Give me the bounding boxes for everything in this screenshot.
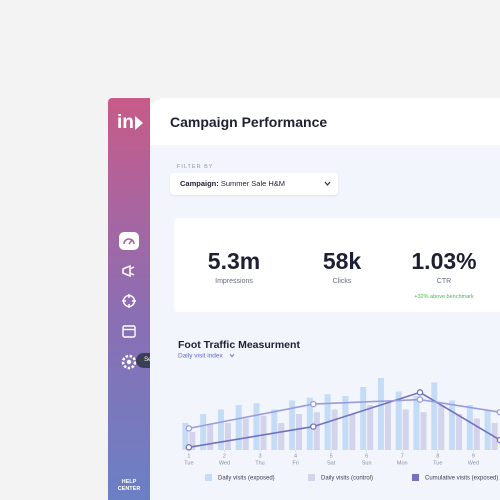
bar bbox=[182, 423, 189, 450]
x-tick-day: Sat bbox=[327, 460, 336, 466]
bar bbox=[253, 403, 260, 450]
campaign-dropdown[interactable]: Campaign: Summer Sale H&M bbox=[170, 173, 338, 195]
bar bbox=[466, 405, 473, 450]
bar bbox=[278, 423, 285, 450]
bar bbox=[420, 412, 427, 450]
stat-note: +32% above benchmark bbox=[414, 294, 474, 300]
stats-card: 5.3m Impressions 58k Clicks 1.03% CTR +32% abo… bbox=[174, 218, 500, 312]
bar bbox=[377, 378, 384, 450]
bar bbox=[413, 396, 420, 450]
line bbox=[188, 391, 500, 449]
x-tick-label: 6 bbox=[365, 453, 368, 459]
stat-label: Impressions bbox=[215, 278, 253, 285]
dashboard-icon[interactable] bbox=[119, 232, 139, 250]
bar bbox=[473, 418, 480, 450]
sidebar: in HELP CENTER bbox=[108, 98, 150, 500]
stat-label: Clicks bbox=[332, 278, 352, 285]
calendar-icon[interactable] bbox=[122, 324, 136, 338]
bar bbox=[431, 382, 438, 450]
filter-value: Summer Sale H&M bbox=[220, 179, 286, 188]
x-tick-label: 5 bbox=[330, 453, 333, 459]
x-tick-label: 8 bbox=[436, 453, 439, 459]
bar bbox=[395, 391, 402, 450]
bar bbox=[331, 409, 338, 450]
bar bbox=[200, 414, 207, 450]
bar bbox=[484, 409, 491, 450]
chart: Foot Traffic Measurment Daily visit inde… bbox=[178, 339, 500, 482]
campaign-icon[interactable] bbox=[121, 264, 137, 278]
chevron bbox=[324, 181, 331, 186]
filter-key: Campaign: bbox=[180, 179, 219, 188]
line-marker bbox=[416, 389, 424, 396]
line-marker bbox=[185, 444, 193, 451]
legend-swatch bbox=[412, 474, 419, 481]
page-title: Campaign Performance bbox=[170, 114, 328, 130]
x-tick-label: 2 bbox=[223, 453, 226, 459]
legend-label: Cumulative visits (exposed) bbox=[425, 476, 498, 482]
x-tick-label: 4 bbox=[294, 453, 297, 459]
bar bbox=[242, 418, 249, 450]
stat-value: 58k bbox=[322, 248, 362, 274]
filter-label: FILTER BY bbox=[177, 164, 214, 170]
bar bbox=[349, 414, 356, 450]
bar bbox=[189, 432, 196, 450]
x-tick-day: Wed bbox=[468, 460, 479, 466]
x-tick-day: Tue bbox=[184, 460, 193, 466]
line-marker bbox=[416, 396, 424, 403]
bar bbox=[306, 397, 313, 450]
bar bbox=[207, 424, 214, 450]
line bbox=[188, 398, 500, 430]
line-marker bbox=[185, 425, 193, 432]
bar bbox=[449, 400, 456, 450]
logo: in bbox=[117, 112, 134, 133]
x-tick-label: 9 bbox=[472, 453, 475, 459]
bar bbox=[296, 414, 303, 450]
x-tick-label: 7 bbox=[401, 453, 404, 459]
x-tick-day: Tue bbox=[433, 460, 442, 466]
bar bbox=[217, 409, 224, 450]
bar bbox=[260, 415, 267, 450]
x-tick-label: 3 bbox=[258, 453, 261, 459]
bar bbox=[342, 396, 349, 450]
legend-swatch bbox=[308, 474, 315, 481]
bar bbox=[360, 387, 367, 450]
x-tick-day: Mon bbox=[397, 460, 408, 466]
stat-label: CTR bbox=[436, 278, 452, 285]
bar bbox=[438, 405, 445, 450]
bar bbox=[313, 412, 320, 450]
bar bbox=[402, 409, 409, 450]
line-marker bbox=[310, 423, 317, 430]
x-tick-label: 1 bbox=[187, 453, 190, 459]
bar bbox=[271, 409, 278, 450]
bar bbox=[367, 405, 374, 450]
bar bbox=[289, 400, 296, 450]
x-tick-day: Fri bbox=[292, 460, 298, 466]
bar bbox=[224, 423, 231, 450]
chart-subtitle[interactable]: Daily visit index bbox=[178, 353, 224, 360]
legend-label: Daily visits (exposed) bbox=[218, 476, 275, 482]
legend-label: Daily visits (control) bbox=[321, 476, 373, 482]
x-tick-day: Sun bbox=[362, 460, 372, 466]
settings-icon[interactable] bbox=[121, 354, 137, 370]
bar bbox=[384, 400, 391, 450]
line-marker bbox=[310, 400, 317, 408]
target-icon[interactable] bbox=[122, 294, 136, 308]
subtitle-chevron bbox=[229, 354, 235, 358]
stat-value: 1.03% bbox=[411, 248, 477, 274]
bar bbox=[235, 405, 242, 450]
help-center[interactable]: HELP CENTER bbox=[117, 479, 141, 492]
chart-title: Foot Traffic Measurment bbox=[178, 339, 300, 351]
x-tick-day: Thu bbox=[255, 460, 264, 466]
x-tick-day: Wed bbox=[219, 460, 230, 466]
header: Campaign Performance bbox=[150, 98, 500, 145]
logo-arrow bbox=[135, 116, 143, 130]
stat-value: 5.3m bbox=[207, 248, 261, 274]
bar bbox=[456, 414, 463, 450]
legend-swatch bbox=[205, 474, 212, 481]
